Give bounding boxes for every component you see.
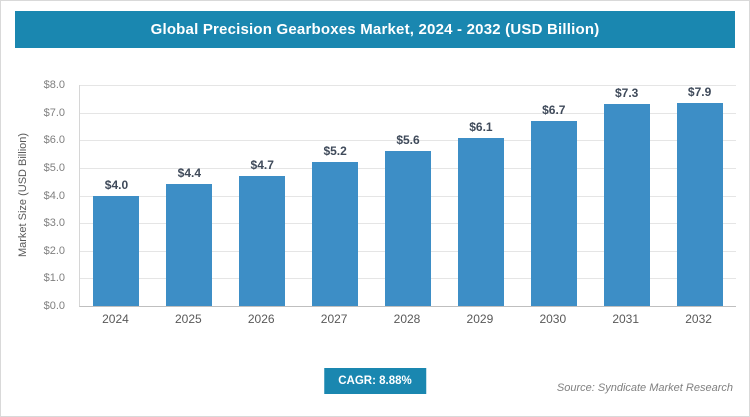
bar <box>457 137 504 306</box>
bars-container: $4.0 $4.4 $4.7 $5.2 $5.6 $6.1 $6.7 $7.3 $7.9 <box>80 85 736 306</box>
bar-group: $4.0 <box>80 85 153 306</box>
bar <box>239 176 286 306</box>
bar-value-label: $6.7 <box>542 102 566 117</box>
bar-group: $5.2 <box>299 85 372 306</box>
bar <box>530 120 577 306</box>
y-tick-label: $0.0 <box>43 300 65 312</box>
x-tick-label: 2032 <box>685 312 712 326</box>
x-tick-label: 2025 <box>174 312 202 326</box>
bar <box>676 103 723 306</box>
bar-group: $4.4 <box>153 85 226 306</box>
cagr-label: CAGR: 8.88% <box>338 375 412 387</box>
cagr-badge: CAGR: 8.88% <box>324 368 426 394</box>
y-tick-label: $2.0 <box>43 244 65 257</box>
bar-value-label: $4.0 <box>104 177 129 192</box>
bar <box>93 195 140 306</box>
bar <box>385 151 431 306</box>
bar-group: $6.1 <box>444 85 517 306</box>
y-tick-label: $3.0 <box>43 217 65 230</box>
chart-title: Global Precision Gearboxes Market, 2024 … <box>150 21 600 38</box>
bar-value-label: $5.6 <box>396 133 420 148</box>
x-tick-label: 2031 <box>612 312 640 326</box>
source-credit: Source: Syndicate Market Research <box>556 382 733 394</box>
x-tick-label: 2027 <box>320 312 348 326</box>
bar-value-label: $7.3 <box>615 86 639 101</box>
bar-group: $4.7 <box>226 85 299 306</box>
bar-value-label: $4.7 <box>250 158 274 173</box>
chart-title-banner: Global Precision Gearboxes Market, 2024 … <box>15 11 735 48</box>
y-tick-label: $7.0 <box>43 106 65 119</box>
x-tick-label: 2024 <box>102 312 129 326</box>
gridline <box>80 140 736 142</box>
gridline <box>80 85 736 86</box>
plot-area: $4.0 $4.4 $4.7 $5.2 $5.6 $6.1 $6.7 $7.3 $7.9 <box>79 85 736 307</box>
bar-group: $7.9 <box>663 85 736 306</box>
bar-group: $5.6 <box>372 85 445 306</box>
bar <box>166 184 213 306</box>
y-tick-label: $4.0 <box>43 189 65 202</box>
bar-value-label: $4.4 <box>177 166 202 181</box>
x-tick-label: 2029 <box>466 312 494 326</box>
y-tick-label: $5.0 <box>43 161 65 174</box>
y-tick-label: $8.0 <box>43 79 65 91</box>
y-tick-label: $6.0 <box>43 134 65 147</box>
bar-group: $6.7 <box>517 85 590 306</box>
x-axis: 2024 2025 2026 2027 2028 2029 2030 2031 2032 <box>79 312 735 326</box>
bar <box>312 162 359 306</box>
bar <box>603 104 650 306</box>
y-axis-ticks: $0.0 $1.0 $2.0 $3.0 $4.0 $5.0 $6.0 $7.0 $8.0 <box>1 79 73 312</box>
bar-value-label: $7.9 <box>687 85 712 99</box>
bar-value-label: $6.1 <box>469 119 493 134</box>
bar-group: $7.3 <box>590 85 663 306</box>
x-tick-label: 2028 <box>393 312 421 326</box>
y-tick-label: $1.0 <box>43 272 65 285</box>
bar-value-label: $5.2 <box>323 144 347 159</box>
x-tick-label: 2026 <box>247 312 275 326</box>
gridline <box>80 112 736 114</box>
x-tick-label: 2030 <box>539 312 567 326</box>
